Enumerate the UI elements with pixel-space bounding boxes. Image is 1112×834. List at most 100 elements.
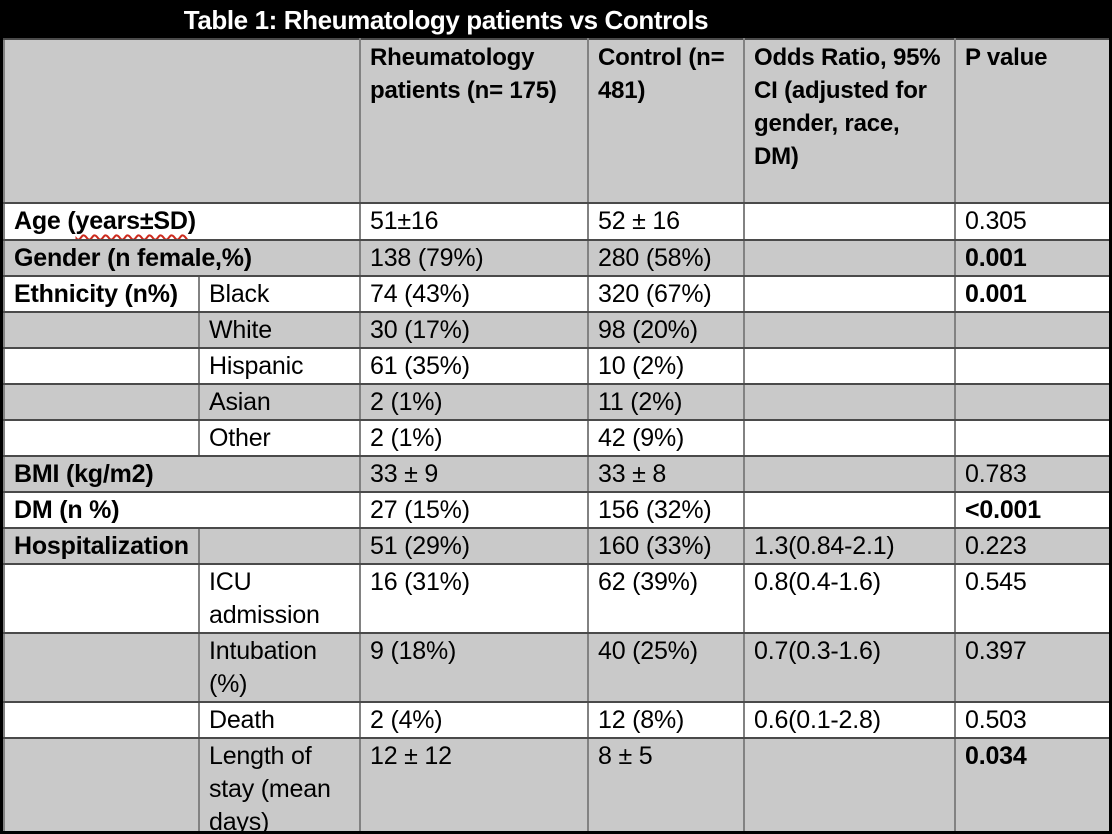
- row-label-age: Age (years±SD): [3, 202, 361, 241]
- cell-odds-ratio: [743, 383, 956, 421]
- cell-odds-ratio: [743, 202, 956, 241]
- cell-rheumatology: 9 (18%): [359, 632, 589, 703]
- cell-rheumatology: 51 (29%): [359, 527, 589, 565]
- row-label-hospitalization: Hospitalization: [3, 527, 200, 565]
- row-label-empty: [3, 311, 200, 349]
- cell-control: 33 ± 8: [587, 455, 745, 493]
- cell-rheumatology: 61 (35%): [359, 347, 589, 385]
- table-row-intubation: Intubation (%) 9 (18%) 40 (25%) 0.7(0.3-…: [3, 632, 1109, 703]
- cell-control: 52 ± 16: [587, 202, 745, 241]
- cell-rheumatology: 2 (1%): [359, 419, 589, 457]
- cell-control: 320 (67%): [587, 275, 745, 313]
- col-header-control: Control (n= 481): [587, 38, 745, 204]
- row-label-empty: [3, 737, 200, 831]
- row-label-empty: [3, 632, 200, 703]
- cell-control: 160 (33%): [587, 527, 745, 565]
- cell-odds-ratio: [743, 239, 956, 277]
- table-row-bmi: BMI (kg/m2) 33 ± 9 33 ± 8 0.783: [3, 455, 1109, 493]
- cell-rheumatology: 16 (31%): [359, 563, 589, 634]
- cell-odds-ratio: [743, 311, 956, 349]
- cell-odds-ratio: [743, 419, 956, 457]
- cell-rheumatology: 2 (1%): [359, 383, 589, 421]
- row-sublabel: Asian: [198, 383, 361, 421]
- col-header-rheumatology: Rheumatology patients (n= 175): [359, 38, 589, 204]
- cell-p-value: 0.305: [954, 202, 1109, 241]
- cell-p-value: 0.503: [954, 701, 1109, 739]
- age-label-spellcheck: years±SD: [75, 207, 188, 235]
- cell-rheumatology: 27 (15%): [359, 491, 589, 529]
- table-row-ethnicity-other: Other 2 (1%) 42 (9%): [3, 419, 1109, 457]
- cell-p-value: 0.223: [954, 527, 1109, 565]
- cell-p-value: 0.034: [954, 737, 1109, 831]
- row-sublabel: Intubation (%): [198, 632, 361, 703]
- cell-rheumatology: 138 (79%): [359, 239, 589, 277]
- cell-p-value: [954, 383, 1109, 421]
- row-sublabel: Other: [198, 419, 361, 457]
- row-sublabel: Hispanic: [198, 347, 361, 385]
- table-row-ethnicity-white: White 30 (17%) 98 (20%): [3, 311, 1109, 349]
- age-label-post: ): [187, 207, 196, 235]
- cell-rheumatology: 12 ± 12: [359, 737, 589, 831]
- cell-p-value: 0.397: [954, 632, 1109, 703]
- cell-control: 280 (58%): [587, 239, 745, 277]
- cell-control: 12 (8%): [587, 701, 745, 739]
- row-sublabel: [198, 527, 361, 565]
- cell-control: 42 (9%): [587, 419, 745, 457]
- cell-rheumatology: 51±16: [359, 202, 589, 241]
- row-label-bmi: BMI (kg/m2): [3, 455, 361, 493]
- cell-control: 11 (2%): [587, 383, 745, 421]
- header-row: Rheumatology patients (n= 175) Control (…: [3, 38, 1109, 204]
- cell-p-value: 0.001: [954, 275, 1109, 313]
- cell-rheumatology: 33 ± 9: [359, 455, 589, 493]
- table-title: Table 1: Rheumatology patients vs Contro…: [3, 3, 1109, 38]
- table-row-ethnicity-asian: Asian 2 (1%) 11 (2%): [3, 383, 1109, 421]
- row-label-empty: [3, 383, 200, 421]
- cell-p-value: [954, 347, 1109, 385]
- header-empty-cell: [3, 38, 361, 204]
- row-sublabel: ICU admission: [198, 563, 361, 634]
- cell-control: 98 (20%): [587, 311, 745, 349]
- row-sublabel: Length of stay (mean days): [198, 737, 361, 831]
- cell-odds-ratio: 0.8(0.4-1.6): [743, 563, 956, 634]
- row-label-empty: [3, 563, 200, 634]
- table-row-icu-admission: ICU admission 16 (31%) 62 (39%) 0.8(0.4-…: [3, 563, 1109, 634]
- cell-p-value: 0.545: [954, 563, 1109, 634]
- cell-odds-ratio: 1.3(0.84-2.1): [743, 527, 956, 565]
- cell-odds-ratio: [743, 275, 956, 313]
- table-row-death: Death 2 (4%) 12 (8%) 0.6(0.1-2.8) 0.503: [3, 701, 1109, 739]
- col-header-p-value: P value: [954, 38, 1109, 204]
- row-label-empty: [3, 701, 200, 739]
- row-label-ethnicity: Ethnicity (n%): [3, 275, 200, 313]
- cell-odds-ratio: [743, 491, 956, 529]
- row-sublabel: White: [198, 311, 361, 349]
- row-label-empty: [3, 419, 200, 457]
- cell-rheumatology: 74 (43%): [359, 275, 589, 313]
- col-header-odds-ratio: Odds Ratio, 95% CI (adjusted for gender,…: [743, 38, 956, 204]
- cell-odds-ratio: [743, 455, 956, 493]
- cell-control: 8 ± 5: [587, 737, 745, 831]
- cell-p-value: 0.001: [954, 239, 1109, 277]
- cell-control: 62 (39%): [587, 563, 745, 634]
- cell-p-value: <0.001: [954, 491, 1109, 529]
- table-row-hospitalization: Hospitalization 51 (29%) 160 (33%) 1.3(0…: [3, 527, 1109, 565]
- data-table: Rheumatology patients (n= 175) Control (…: [3, 38, 1109, 831]
- table-row-ethnicity-black: Ethnicity (n%) Black 74 (43%) 320 (67%) …: [3, 275, 1109, 313]
- cell-p-value: [954, 419, 1109, 457]
- cell-control: 40 (25%): [587, 632, 745, 703]
- table-row-gender: Gender (n female,%) 138 (79%) 280 (58%) …: [3, 239, 1109, 277]
- cell-p-value: 0.783: [954, 455, 1109, 493]
- cell-p-value: [954, 311, 1109, 349]
- table-row-age: Age (years±SD) 51±16 52 ± 16 0.305: [3, 202, 1109, 241]
- row-sublabel: Death: [198, 701, 361, 739]
- table-row-ethnicity-hispanic: Hispanic 61 (35%) 10 (2%): [3, 347, 1109, 385]
- table-row-dm: DM (n %) 27 (15%) 156 (32%) <0.001: [3, 491, 1109, 529]
- row-label-gender: Gender (n female,%): [3, 239, 361, 277]
- cell-odds-ratio: 0.7(0.3-1.6): [743, 632, 956, 703]
- cell-rheumatology: 30 (17%): [359, 311, 589, 349]
- cell-odds-ratio: 0.6(0.1-2.8): [743, 701, 956, 739]
- cell-control: 10 (2%): [587, 347, 745, 385]
- cell-control: 156 (32%): [587, 491, 745, 529]
- cell-odds-ratio: [743, 737, 956, 831]
- row-sublabel: Black: [198, 275, 361, 313]
